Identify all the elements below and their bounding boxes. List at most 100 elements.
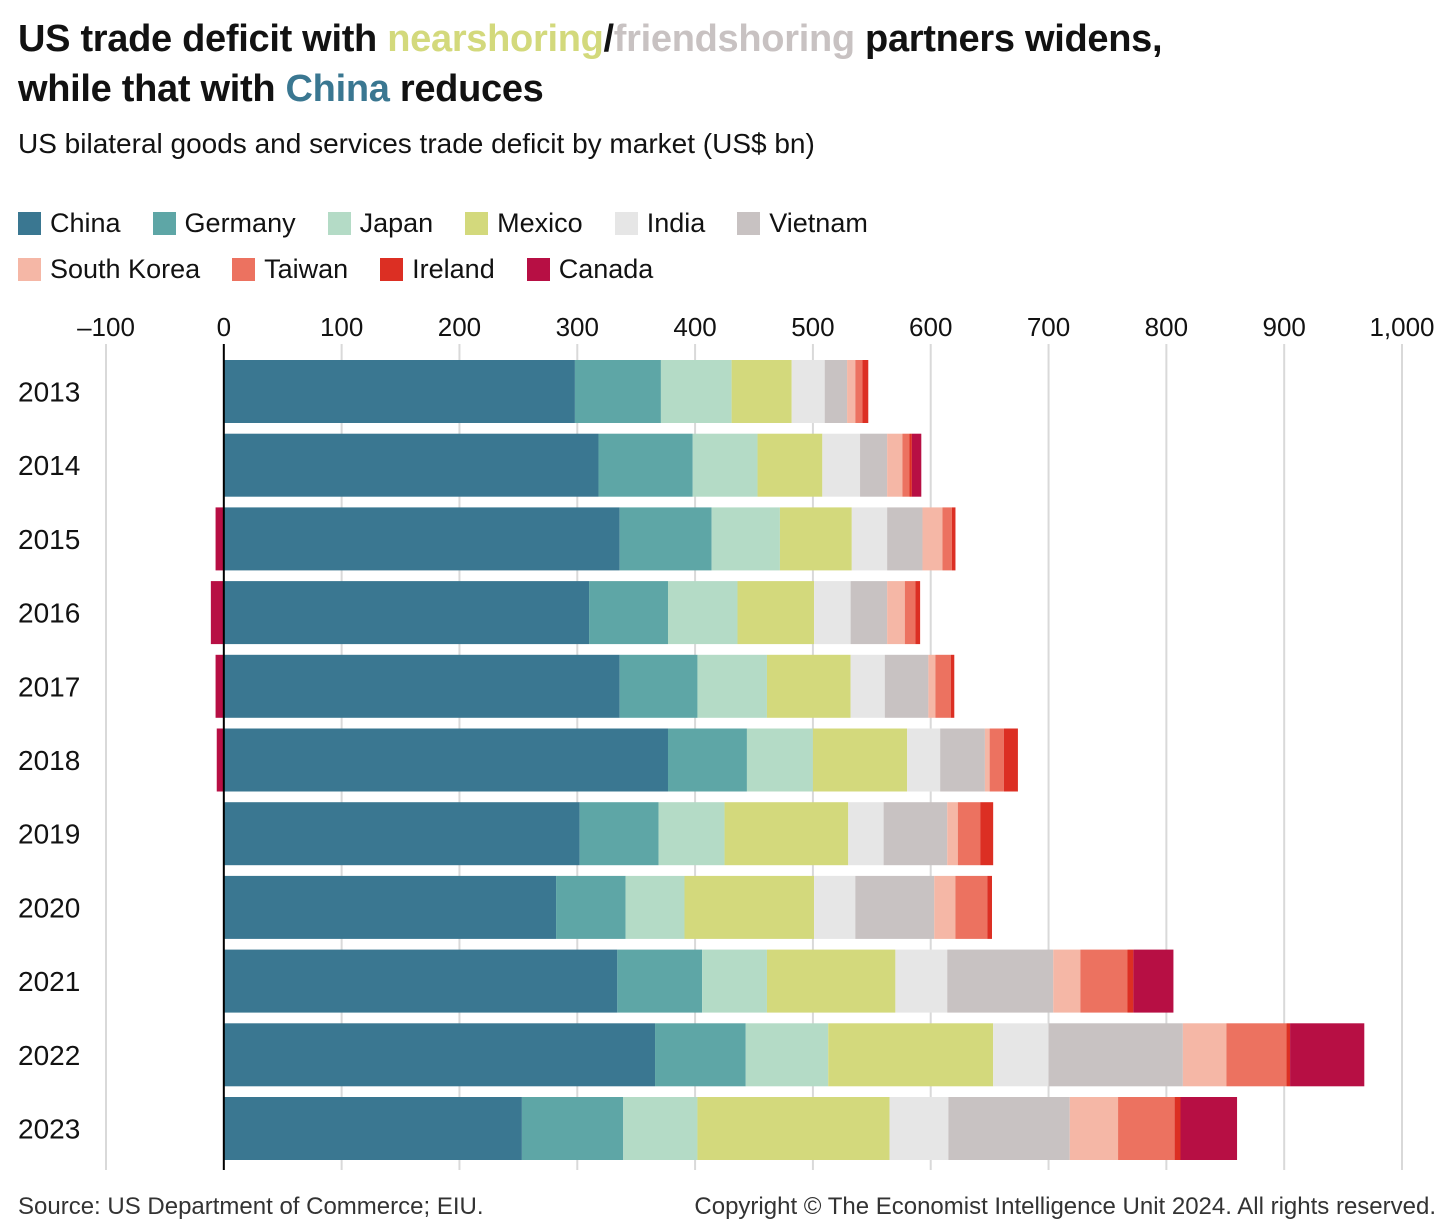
legend-swatch — [526, 257, 550, 281]
bar-segment-china-2019 — [223, 802, 580, 866]
y-tick-label: 2018 — [18, 745, 80, 776]
bar-segment-mexico-2019 — [724, 802, 849, 866]
y-tick-label: 2020 — [18, 892, 80, 923]
legend-label: India — [646, 207, 706, 238]
bar-segment-ireland-2016 — [915, 581, 921, 645]
bar-segment-japan-2017 — [697, 654, 767, 718]
bar-segment-taiwan-2015 — [942, 507, 952, 571]
bar-segment-south-korea-2014 — [887, 433, 903, 497]
legend-label: Ireland — [412, 253, 495, 284]
title-line-2: while that with China reduces — [18, 64, 1438, 114]
title-text: reduces — [389, 68, 544, 110]
bar-segment-china-2015 — [223, 507, 620, 571]
bar-segment-south-korea-2017 — [928, 654, 936, 718]
bar-segment-germany-2017 — [619, 654, 698, 718]
y-tick-label: 2019 — [18, 819, 80, 850]
chart-subtitle: US bilateral goods and services trade de… — [18, 128, 815, 159]
bar-segment-south-korea-2015 — [922, 507, 943, 571]
y-tick-label: 2015 — [18, 524, 80, 555]
x-tick-label: 100 — [320, 312, 363, 342]
bar-segment-mexico-2020 — [684, 875, 815, 939]
title-nearshoring: nearshoring — [387, 18, 604, 60]
legend-item-ireland: Ireland — [380, 254, 495, 285]
legend-label: China — [50, 207, 121, 238]
bar-segment-vietnam-2016 — [850, 581, 888, 645]
bar-segment-vietnam-2015 — [887, 507, 923, 571]
legend-row: South Korea Taiwan Ireland Canada — [18, 246, 1118, 292]
source-note: Source: US Department of Commerce; EIU. — [18, 1193, 484, 1220]
legend-swatch — [465, 211, 489, 235]
bar-segment-ireland-2014 — [909, 433, 912, 497]
x-tick-label: 500 — [791, 312, 834, 342]
bar-segment-japan-2021 — [702, 949, 767, 1013]
legend-swatch — [18, 257, 41, 281]
bar-segment-south-korea-2021 — [1053, 949, 1081, 1013]
chart-title: US trade deficit with nearshoring/friend… — [18, 14, 1438, 114]
bar-segment-vietnam-2019 — [883, 802, 948, 866]
bar-segment-vietnam-2013 — [824, 360, 848, 423]
bar-segment-china-2016 — [223, 581, 590, 645]
legend-label: Japan — [359, 207, 434, 238]
bar-segment-china-2020 — [223, 875, 557, 939]
legend-item-canada: Canada — [526, 254, 653, 285]
bar-segment-south-korea-2020 — [934, 875, 956, 939]
legend-item-india: India — [614, 207, 706, 239]
bar-segment-canada-2022 — [1290, 1023, 1365, 1087]
bar-segment-japan-2013 — [660, 360, 732, 423]
bar-segment-taiwan-2022 — [1226, 1023, 1287, 1087]
copyright-note: Copyright © The Economist Intelligence U… — [694, 1193, 1436, 1220]
bar-segment-japan-2014 — [692, 433, 758, 497]
bar-segment-taiwan-2016 — [904, 581, 916, 645]
bar-segment-south-korea-2022 — [1182, 1023, 1227, 1087]
bar-segment-japan-2023 — [623, 1097, 698, 1160]
bar-segment-germany-2016 — [589, 581, 668, 645]
legend-item-south-korea: South Korea — [18, 254, 200, 285]
bar-segment-vietnam-2017 — [884, 654, 929, 718]
bar-segment-mexico-2022 — [828, 1023, 994, 1087]
x-tick-label: 400 — [673, 312, 716, 342]
bar-segment-germany-2018 — [667, 728, 747, 792]
bar-segment-india-2021 — [895, 949, 948, 1013]
title-text: while that with — [18, 68, 286, 110]
bar-segment-canada-2015 — [215, 507, 224, 571]
bar-segment-mexico-2017 — [766, 654, 851, 718]
bar-segment-taiwan-2014 — [902, 433, 910, 497]
bar-segment-canada-2016 — [210, 581, 224, 645]
bar-segment-ireland-2019 — [980, 802, 994, 866]
legend-swatch — [380, 257, 404, 281]
bar-segment-japan-2015 — [711, 507, 780, 571]
bar-segment-canada-2021 — [1133, 949, 1174, 1013]
bar-segment-india-2014 — [822, 433, 861, 497]
legend-swatch — [327, 211, 351, 235]
bar-segment-india-2023 — [889, 1097, 949, 1160]
bar-segment-vietnam-2014 — [860, 433, 888, 497]
title-friendshoring: friendshoring — [613, 18, 855, 60]
bar-segment-ireland-2018 — [1003, 728, 1018, 792]
bar-segment-germany-2013 — [574, 360, 661, 423]
y-tick-label: 2022 — [18, 1040, 80, 1071]
bar-segment-south-korea-2023 — [1069, 1097, 1119, 1160]
bar-segment-india-2015 — [851, 507, 888, 571]
title-slash: / — [603, 18, 615, 60]
title-china: China — [285, 68, 390, 110]
bar-segment-canada-2017 — [215, 654, 224, 718]
legend-label: Germany — [184, 207, 296, 238]
bar-segment-germany-2019 — [579, 802, 659, 866]
x-tick-label: 700 — [1027, 312, 1070, 342]
bar-segment-south-korea-2018 — [984, 728, 990, 792]
bar-segment-japan-2020 — [625, 875, 685, 939]
x-tick-label: 0 — [217, 312, 231, 342]
bar-segment-india-2020 — [814, 875, 856, 939]
bar-segment-india-2016 — [814, 581, 851, 645]
bar-segment-south-korea-2019 — [947, 802, 958, 866]
x-tick-label: 1,000 — [1369, 312, 1434, 342]
bar-segment-taiwan-2018 — [989, 728, 1004, 792]
bar-segment-germany-2020 — [556, 875, 626, 939]
bar-segment-japan-2022 — [745, 1023, 829, 1087]
bar-segment-germany-2015 — [619, 507, 712, 571]
bar-segment-mexico-2015 — [779, 507, 852, 571]
title-text: partners widens, — [854, 18, 1163, 60]
title-text: US trade deficit with — [18, 18, 388, 60]
bar-chart: –100 0 100 200 300 400 500 600 700 800 900 1,000 201… — [18, 312, 1435, 1170]
x-tick-label: –100 — [77, 312, 135, 342]
